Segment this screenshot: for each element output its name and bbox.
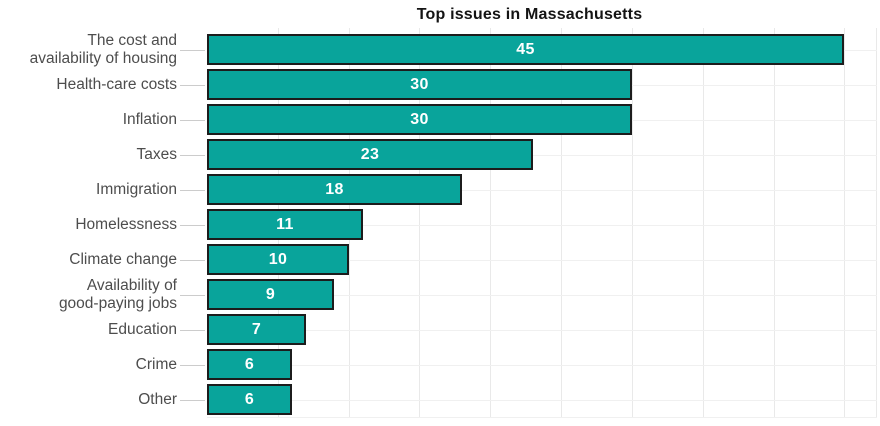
category-label-line: availability of housing	[29, 50, 177, 67]
bar-value-label: 45	[516, 40, 535, 58]
category-label-line: Homelessness	[75, 216, 177, 233]
bar-value-label: 11	[276, 215, 294, 233]
horizontal-gridline	[207, 400, 877, 401]
vertical-gridline	[419, 28, 420, 418]
bar-value-label: 9	[265, 285, 276, 303]
category-label: Inflation	[0, 111, 177, 129]
category-label: Other	[0, 391, 177, 409]
category-label: Homelessness	[0, 216, 177, 234]
horizontal-gridline	[207, 295, 877, 296]
category-label-line: Availability of	[86, 277, 177, 294]
category-label: Immigration	[0, 181, 177, 199]
category-label-line: Education	[108, 321, 177, 338]
y-axis-tick	[180, 155, 205, 156]
category-label-line: Taxes	[136, 146, 178, 163]
bar: 6	[207, 349, 292, 380]
bar: 11	[207, 209, 363, 240]
bar: 10	[207, 244, 349, 275]
bar: 45	[207, 34, 844, 65]
vertical-gridline	[490, 28, 491, 418]
bar: 6	[207, 384, 292, 415]
bar: 30	[207, 69, 632, 100]
bar: 7	[207, 314, 306, 345]
y-axis-tick	[180, 260, 205, 261]
category-label: Taxes	[0, 146, 178, 164]
category-label: Health-care costs	[0, 76, 177, 94]
y-axis-tick	[180, 85, 205, 86]
category-label-line: good-paying jobs	[58, 295, 177, 312]
plot-bottom-gridline	[207, 417, 877, 418]
y-axis-tick	[180, 330, 205, 331]
y-axis-tick	[180, 365, 205, 366]
bar-value-label: 6	[244, 390, 255, 408]
horizontal-gridline	[207, 225, 877, 226]
horizontal-gridline	[207, 365, 877, 366]
y-axis-tick	[180, 190, 205, 191]
vertical-gridline	[632, 28, 633, 418]
category-label: Climate change	[0, 251, 177, 269]
category-label-line: Health-care costs	[56, 76, 177, 93]
bar-value-label: 23	[360, 145, 380, 163]
bar-value-label: 30	[410, 75, 429, 93]
bar: 23	[207, 139, 533, 170]
bar: 18	[207, 174, 462, 205]
category-label: Availability of good-paying jobs	[0, 277, 177, 313]
bar-value-label: 30	[410, 110, 429, 128]
category-label-line: Other	[138, 391, 177, 408]
category-label-line: The cost and	[87, 32, 177, 49]
bar-value-label: 6	[244, 355, 255, 373]
y-axis-tick	[180, 295, 205, 296]
bar: 30	[207, 104, 632, 135]
y-axis-tick	[180, 50, 205, 51]
vertical-gridline	[561, 28, 562, 418]
bar-value-label: 7	[251, 320, 262, 338]
y-axis-tick	[180, 225, 205, 226]
category-label-line: Inflation	[122, 111, 177, 128]
category-label: Education	[0, 321, 177, 339]
category-label: Crime	[0, 356, 177, 374]
chart-title: Top issues in Massachusetts	[416, 6, 643, 23]
bar-value-label: 10	[268, 250, 288, 268]
vertical-gridline	[876, 28, 877, 418]
plot-area: 45 30 30 23 18 11 10 9 7 6 6	[207, 28, 877, 418]
category-label: The cost and availability of housing	[0, 32, 177, 68]
horizontal-gridline	[207, 330, 877, 331]
category-label-line: Climate change	[69, 251, 177, 268]
vertical-gridline	[703, 28, 704, 418]
bar-value-label: 18	[325, 180, 344, 198]
horizontal-gridline	[207, 190, 877, 191]
y-axis-tick	[180, 400, 205, 401]
category-label-line: Immigration	[96, 181, 177, 198]
horizontal-gridline	[207, 260, 877, 261]
y-axis-tick	[180, 120, 205, 121]
bar: 9	[207, 279, 334, 310]
category-label-line: Crime	[135, 356, 177, 373]
vertical-gridline	[774, 28, 775, 418]
vertical-gridline	[844, 28, 845, 418]
horizontal-gridline	[207, 155, 877, 156]
